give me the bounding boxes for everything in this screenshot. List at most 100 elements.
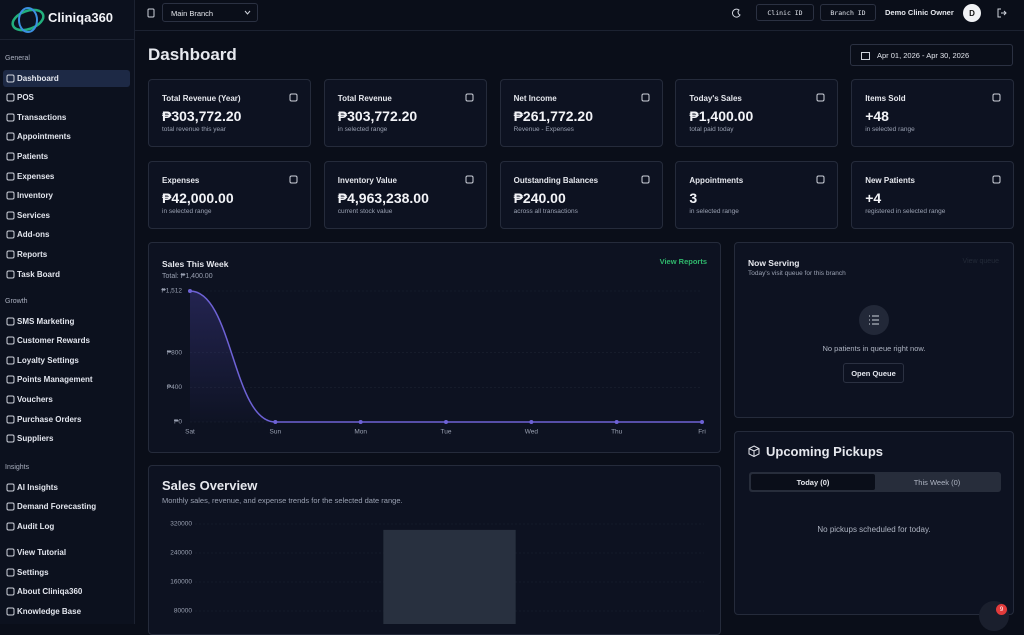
sales-week-card: Sales This Week Total: ₱1,400.00 View Re…	[148, 242, 721, 453]
kpi-value: ₱4,963,238.00	[337, 190, 429, 206]
kpi-title: Inventory Value	[337, 176, 397, 185]
date-range: Apr 01, 2026 - Apr 30, 2026	[877, 50, 970, 60]
icon	[641, 93, 650, 102]
nav-item[interactable]: Appointments	[3, 128, 130, 145]
nav-label: POS	[17, 93, 34, 103]
nav-item[interactable]: Patients	[3, 148, 130, 165]
icon	[6, 230, 15, 239]
kpi-card: Items Sold +48 in selected range	[851, 79, 1015, 147]
avatar[interactable]: D	[963, 4, 981, 22]
button-label: Open Queue	[851, 368, 896, 378]
kpi-title: Total Revenue	[337, 94, 392, 103]
chart-title: Sales Overview	[162, 478, 258, 493]
icon-shape	[6, 607, 15, 616]
nav-label: Settings	[17, 567, 49, 577]
nav-item[interactable]: Expenses	[3, 168, 130, 185]
icon	[6, 336, 15, 345]
kpi-title: Total Revenue (Year)	[162, 94, 241, 103]
icon	[816, 93, 825, 102]
tab-week[interactable]: This Week (0)	[913, 477, 961, 487]
icon-shape	[6, 270, 15, 278]
icon	[816, 175, 825, 184]
nav-label: Expenses	[17, 171, 55, 181]
icon-shape	[6, 483, 15, 491]
icon-shape	[6, 152, 15, 161]
icon	[6, 395, 15, 404]
topbar: Main Branch Clinic ID Branch ID Demo Cli…	[135, 0, 1024, 31]
nav-item[interactable]: Dashboard	[3, 69, 130, 87]
nav-label: Dashboard	[17, 73, 59, 83]
logout-icon[interactable]	[997, 8, 1007, 18]
panel-title: Now Serving	[748, 258, 800, 268]
clinic-id-button[interactable]: Clinic ID	[756, 4, 814, 21]
date-range-picker[interactable]: Apr 01, 2026 - Apr 30, 2026	[850, 44, 1013, 66]
nav-item[interactable]: Transactions	[3, 109, 130, 126]
nav-label: Reports	[17, 249, 48, 259]
branch-name: Main Branch	[171, 9, 214, 18]
icon-shape	[6, 132, 15, 141]
nav-item[interactable]: SMS Marketing	[3, 313, 130, 330]
nav-item[interactable]: Demand Forecasting	[3, 498, 130, 515]
nav-item[interactable]: Add-ons	[3, 226, 130, 243]
icon-shape	[6, 74, 15, 82]
kpi-subtitle: total paid today	[689, 126, 734, 133]
kpi-card: Outstanding Balances ₱240.00 across all tr…	[499, 161, 663, 229]
list-icon	[869, 315, 879, 325]
tab-today[interactable]: Today (0)	[751, 474, 875, 490]
nav-item[interactable]: Audit Log	[3, 518, 130, 535]
view-queue-link[interactable]: View queue	[962, 258, 999, 265]
page-title: Dashboard	[148, 45, 237, 64]
nav-item[interactable]: Suppliers	[3, 430, 130, 447]
kpi-subtitle: in selected range	[162, 208, 212, 215]
icon	[6, 587, 15, 596]
kpi-subtitle: across all transactions	[513, 208, 578, 215]
nav-label: Demand Forecasting	[17, 502, 97, 512]
icon-shape	[6, 356, 15, 365]
nav-label: Transactions	[17, 112, 67, 122]
nav-item[interactable]: About Cliniqa360	[3, 583, 130, 600]
section-label: Growth	[5, 298, 28, 305]
kpi-title: Net Income	[513, 94, 557, 103]
nav-item[interactable]: Points Management	[3, 371, 130, 388]
view-reports-link[interactable]: View Reports	[659, 257, 707, 266]
nav-label: Patients	[17, 151, 49, 161]
nav-item[interactable]: Purchase Orders	[3, 411, 130, 428]
icon-shape	[6, 336, 15, 345]
branch-id-button[interactable]: Branch ID	[820, 4, 876, 21]
kpi-subtitle: current stock value	[337, 208, 393, 215]
nav-item[interactable]: Customer Rewards	[3, 332, 130, 349]
nav-item[interactable]: Inventory	[3, 187, 130, 204]
nav-item[interactable]: Loyalty Settings	[3, 352, 130, 369]
branch-select[interactable]: Main Branch	[162, 3, 258, 22]
kpi-title: Appointments	[689, 176, 744, 185]
nav-item[interactable]: Services	[3, 207, 130, 224]
icon	[6, 568, 15, 577]
nav-item[interactable]: Vouchers	[3, 391, 130, 408]
nav-item[interactable]: View Tutorial	[3, 544, 130, 561]
nav-item[interactable]: Settings	[3, 564, 130, 581]
nav-label: Audit Log	[17, 521, 55, 531]
kpi-value: ₱261,772.20	[513, 108, 593, 124]
section-label: Insights	[5, 464, 30, 471]
icon	[6, 375, 15, 384]
kpi-value: ₱42,000.00	[162, 190, 234, 206]
nav-label: Loyalty Settings	[17, 355, 79, 365]
nav-item[interactable]: Reports	[3, 246, 130, 263]
nav-item[interactable]: Task Board	[3, 266, 130, 283]
icon	[6, 434, 15, 443]
nav-item[interactable]: POS	[3, 89, 130, 106]
help-button[interactable]: 9	[979, 601, 1009, 631]
icon	[6, 483, 15, 491]
kpi-value: +4	[865, 190, 882, 206]
section-label: General	[5, 55, 30, 62]
icon	[6, 211, 15, 220]
open-queue-button[interactable]: Open Queue	[843, 363, 904, 383]
kpi-card: New Patients +4 registered in selected ran…	[851, 161, 1015, 229]
nav-item[interactable]: AI Insights	[3, 479, 130, 496]
icon	[289, 93, 298, 102]
icon-shape	[6, 172, 15, 180]
icon-shape	[992, 93, 1001, 102]
theme-toggle[interactable]	[732, 8, 742, 18]
chart-subtitle: Total: ₱1,400.00	[162, 273, 213, 280]
nav-item[interactable]: Knowledge Base	[3, 603, 130, 620]
